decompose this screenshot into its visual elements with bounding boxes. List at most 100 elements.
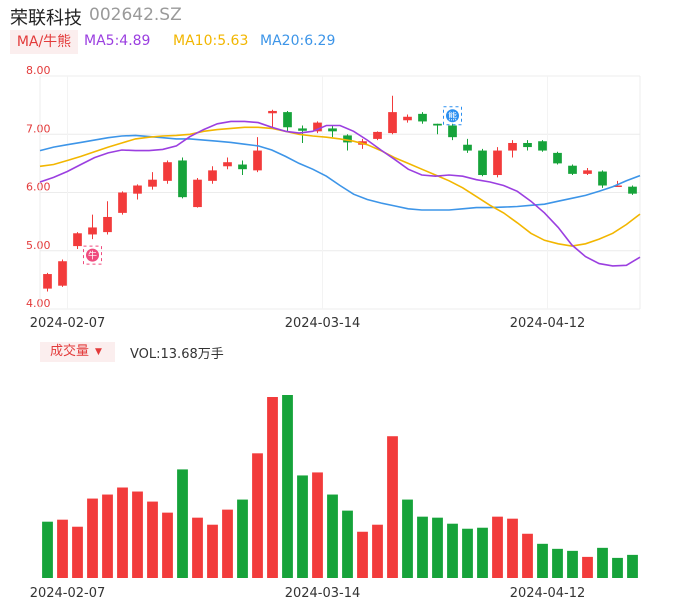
volume-bar (462, 528, 473, 578)
volume-x-tick-label: 2024-02-07 (30, 586, 106, 601)
candle-body (223, 162, 232, 167)
candle-body (238, 164, 247, 170)
volume-bar (42, 521, 53, 578)
volume-bar (492, 516, 503, 578)
candle-body (103, 216, 112, 233)
volume-bar (522, 533, 533, 578)
volume-bar (537, 543, 548, 578)
candle-body (628, 186, 637, 194)
volume-bar (417, 516, 428, 578)
ma-bull-bear-button[interactable]: MA/牛熊 (10, 30, 78, 54)
volume-bar (147, 501, 158, 578)
x-tick-label: 2024-03-14 (285, 316, 361, 331)
volume-bar (282, 395, 293, 578)
volume-x-tick-label: 2024-03-14 (285, 586, 361, 601)
volume-bar (117, 487, 128, 578)
candle-body (118, 192, 127, 213)
candle-body (193, 179, 202, 208)
candle-body (208, 170, 217, 181)
candle-body (178, 160, 187, 198)
volume-bar (432, 517, 443, 578)
candle-body (313, 122, 322, 132)
volume-x-tick-label: 2024-04-12 (510, 586, 586, 601)
candle-body (148, 179, 157, 187)
volume-bar (87, 498, 98, 578)
volume-bar (342, 510, 353, 578)
candle-body (598, 171, 607, 186)
bull-marker-frame (83, 245, 102, 265)
candle-body (568, 165, 577, 174)
x-tick-label: 2024-04-12 (510, 316, 586, 331)
candle-body (448, 125, 457, 138)
stock-name: 荣联科技 (10, 8, 82, 29)
volume-bar (72, 526, 83, 578)
bear-marker-icon (446, 109, 459, 123)
bear-marker-label: 熊 (448, 110, 457, 122)
candle-body (253, 150, 262, 171)
candle-body (58, 261, 67, 286)
volume-bar (357, 531, 368, 578)
candle-body (463, 144, 472, 151)
volume-readout: VOL:13.68万手 (130, 347, 224, 362)
volume-bar (612, 557, 623, 578)
y-tick-label: 7.00 (26, 122, 51, 135)
candle-body (328, 128, 337, 132)
volume-bar (237, 499, 248, 578)
candle-body (433, 123, 442, 126)
volume-bar (507, 518, 518, 578)
candle-body (343, 135, 352, 143)
volume-bar (207, 524, 218, 578)
y-tick-label: 8.00 (26, 64, 51, 77)
candle-body (298, 128, 307, 131)
volume-bar (402, 499, 413, 578)
candle-body (268, 110, 277, 114)
volume-bar (177, 469, 188, 578)
candle-body (73, 233, 82, 247)
bear-marker-frame (443, 106, 462, 126)
candle-body (523, 142, 532, 148)
candle-body (88, 227, 97, 235)
volume-bar (387, 436, 398, 578)
candle-body (508, 142, 517, 151)
volume-bar (162, 512, 173, 578)
candle-body (373, 131, 382, 139)
volume-bar (252, 453, 263, 578)
candle-body (493, 150, 502, 176)
volume-bar (627, 554, 638, 578)
ma5-legend: MA5:4.89 (84, 33, 151, 49)
ma10-line (39, 126, 641, 247)
volume-bar (297, 475, 308, 578)
candle-body (283, 112, 292, 128)
volume-bar (57, 519, 68, 578)
candle-body (43, 274, 52, 289)
ma10-legend: MA10:5.63 (173, 33, 249, 49)
candle-body (418, 113, 427, 122)
caret-down-icon: ▼ (95, 347, 102, 357)
volume-bar (372, 524, 383, 578)
volume-bar (597, 547, 608, 578)
volume-indicator-button[interactable]: 成交量 ▼ (40, 342, 115, 362)
candle-body (613, 185, 622, 188)
bull-marker-label: 牛 (88, 250, 97, 262)
volume-bar (567, 550, 578, 578)
volume-bar (192, 517, 203, 578)
y-tick-label: 6.00 (26, 181, 51, 194)
y-tick-label: 5.00 (26, 239, 51, 252)
volume-button-label: 成交量 (50, 344, 90, 359)
volume-bar (222, 509, 233, 578)
candle-body (478, 150, 487, 176)
volume-bar (102, 494, 113, 578)
volume-bar (582, 556, 593, 578)
ma5-line (39, 120, 641, 267)
candle-body (388, 112, 397, 134)
x-tick-label: 2024-02-07 (30, 316, 106, 331)
y-tick-label: 4.00 (26, 297, 51, 310)
volume-bar (267, 397, 278, 578)
volume-bar (132, 491, 143, 578)
volume-bar (447, 523, 458, 578)
candle-body (133, 185, 142, 194)
candle-body (163, 162, 172, 181)
bull-marker-icon (86, 248, 99, 262)
candle-body (583, 170, 592, 174)
